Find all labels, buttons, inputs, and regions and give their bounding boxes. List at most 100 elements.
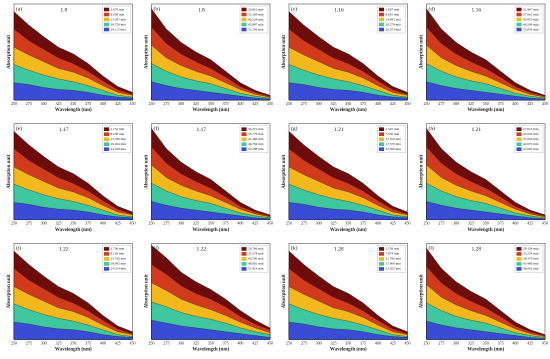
x-tick-label: 250: [286, 340, 292, 345]
legend-swatch: [379, 147, 384, 151]
x-tick-label: 425: [390, 221, 396, 226]
legend-label: 51.414 min: [248, 267, 264, 271]
legend-swatch: [104, 127, 109, 131]
x-axis-label: Wavelength (nm): [55, 108, 92, 113]
spectrum-area: [426, 320, 546, 340]
legend-swatch: [379, 257, 384, 261]
x-tick-label: 275: [163, 221, 169, 226]
legend-swatch: [241, 132, 247, 136]
y-axis-label: Absorption unit: [420, 154, 425, 188]
x-tick-label: 400: [100, 101, 106, 106]
panel-label: (g): [291, 125, 298, 132]
x-tick-label: 425: [115, 221, 121, 226]
legend-label: 49.249 min: [523, 22, 539, 26]
legend-swatch: [516, 127, 522, 131]
x-tick-label: 275: [301, 101, 307, 106]
x-axis-label: Wavelength (nm): [330, 108, 367, 113]
legend-swatch: [104, 12, 109, 17]
legend-swatch: [379, 252, 384, 256]
x-tick-label: 450: [130, 340, 136, 345]
legend-swatch: [516, 17, 522, 22]
legend-label: 43.486 min: [523, 262, 539, 266]
legend-swatch: [379, 262, 384, 266]
panel-label: (d): [429, 5, 436, 12]
x-tick-label: 275: [438, 340, 444, 345]
x-tick-label: 350: [483, 221, 489, 226]
x-tick-label: 325: [330, 221, 336, 226]
legend-swatch: [379, 142, 384, 146]
legend-swatch: [379, 22, 384, 27]
x-tick-label: 350: [208, 221, 214, 226]
legend-label: 31.867 min: [523, 7, 539, 11]
x-axis-label: Wavelength (nm): [55, 228, 92, 233]
x-tick-label: 250: [11, 340, 17, 345]
legend-swatch: [104, 7, 109, 12]
x-axis-label: Wavelength (nm): [192, 348, 229, 353]
spectrum-area: [13, 202, 133, 220]
x-tick-label: 275: [26, 340, 32, 345]
legend-label: 2.706 min: [111, 247, 125, 251]
panel-title: 1.21: [334, 127, 344, 133]
legend-label: 17.570 min: [386, 142, 402, 146]
x-tick-label: 300: [178, 221, 184, 226]
x-tick-label: 375: [223, 101, 229, 106]
x-tick-label: 250: [424, 340, 430, 345]
legend-swatch: [379, 12, 384, 17]
x-tick-label: 300: [316, 340, 322, 345]
legend-swatch: [379, 127, 384, 131]
x-tick-label: 375: [498, 340, 504, 345]
panel-label: (b): [154, 5, 161, 12]
panel-title: 1.8: [198, 7, 205, 13]
x-tick-label: 275: [301, 221, 307, 226]
legend-label: 51.246 min: [248, 27, 264, 31]
legend-label: 24.115 min: [111, 27, 127, 31]
x-tick-label: 450: [267, 340, 273, 345]
x-tick-label: 400: [100, 340, 106, 345]
legend-swatch: [516, 22, 522, 27]
x-tick-label: 300: [316, 101, 322, 106]
legend-swatch: [516, 252, 522, 256]
x-axis-label: Wavelength (nm): [192, 108, 229, 113]
legend-label: 42.670 min: [523, 142, 539, 146]
x-tick-label: 400: [375, 340, 381, 345]
x-tick-label: 325: [468, 221, 474, 226]
legend-label: 22.590 min: [386, 147, 402, 151]
legend-label: 33.254 min: [523, 252, 539, 256]
x-axis-label: Wavelength (nm): [330, 228, 367, 233]
legend-label: 8.256 min: [111, 132, 125, 136]
legend-swatch: [241, 137, 247, 141]
x-tick-label: 350: [345, 340, 351, 345]
legend-label: 8.691 min: [386, 12, 400, 16]
legend-label: 55.043 min: [523, 27, 539, 31]
panel-title: 1.8: [60, 7, 67, 13]
legend-swatch: [104, 257, 109, 261]
x-tick-label: 450: [405, 221, 411, 226]
panel-label: (i): [16, 245, 21, 252]
x-tick-label: 425: [390, 101, 396, 106]
legend-label: 35.169 min: [248, 12, 264, 16]
x-tick-label: 300: [316, 221, 322, 226]
legend-label: 12.550 min: [386, 137, 402, 141]
y-axis-label: Absorption unit: [282, 35, 287, 69]
legend-label: 32.630 min: [523, 132, 539, 136]
legend-label: 24.354 min: [111, 267, 127, 271]
x-tick-label: 375: [360, 340, 366, 345]
legend-swatch: [104, 132, 109, 136]
legend-label: 14.485 min: [386, 17, 402, 21]
panel-label: (l): [429, 245, 434, 252]
legend-label: 46.784 min: [248, 142, 264, 146]
y-axis-label: Absorption unit: [282, 274, 287, 308]
spectrum-area: [288, 202, 408, 220]
legend-label: 20.279 min: [386, 22, 402, 26]
legend-label: 37.661 min: [523, 12, 539, 16]
x-tick-label: 325: [468, 101, 474, 106]
legend-label: 35.178 min: [248, 252, 264, 256]
legend-label: 26.073 min: [386, 27, 402, 31]
legend-label: 45.887 min: [248, 22, 264, 26]
x-tick-label: 375: [85, 101, 91, 106]
x-tick-label: 375: [85, 221, 91, 226]
legend-swatch: [516, 147, 522, 151]
legend-swatch: [104, 22, 109, 27]
x-tick-label: 325: [193, 221, 199, 226]
